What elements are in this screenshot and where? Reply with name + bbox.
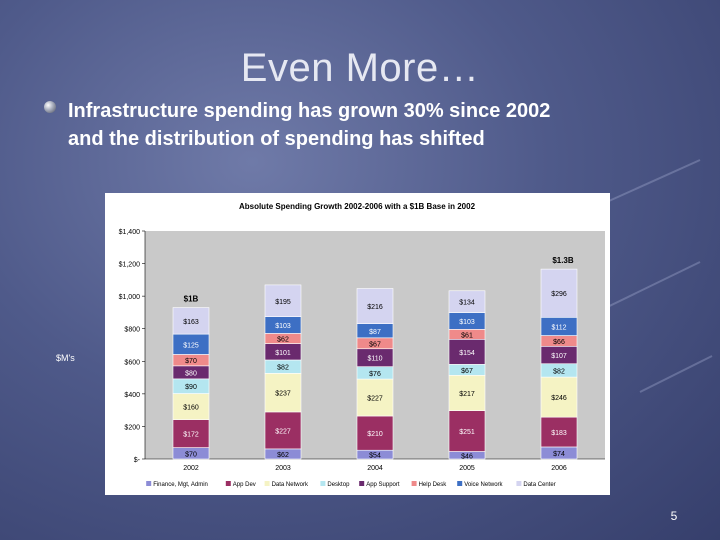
data-label: $46 — [461, 453, 473, 460]
data-label: $227 — [275, 428, 291, 435]
data-label: $195 — [275, 299, 291, 306]
bar-segment — [172, 393, 210, 420]
data-label: $74 — [553, 451, 565, 458]
data-label: $66 — [553, 339, 565, 346]
x-tick-label: 2005 — [459, 465, 475, 472]
legend-swatch — [225, 481, 231, 486]
data-label: $216 — [367, 304, 383, 311]
data-label: $163 — [183, 319, 199, 326]
bullet-line-2: and the distribution of spending has shi… — [68, 128, 485, 150]
y-tick-label: $- — [134, 457, 141, 464]
legend-entry: Desktop — [327, 482, 350, 488]
y-tick-label: $600 — [124, 359, 140, 366]
x-tick-label: 2002 — [183, 465, 199, 472]
data-label: $54 — [369, 453, 381, 460]
data-label: $172 — [183, 432, 199, 439]
data-label: $70 — [185, 451, 197, 458]
legend-entry: Voice Network — [464, 482, 503, 488]
data-label: $87 — [369, 329, 381, 336]
data-label: $107 — [551, 353, 567, 360]
legend-swatch — [359, 481, 365, 486]
data-label: $210 — [367, 431, 383, 438]
bullet-text: Infrastructure spending has grown 30% si… — [68, 97, 688, 153]
legend-swatch — [320, 481, 326, 486]
y-tick-label: $800 — [124, 327, 140, 334]
bar-segment — [356, 378, 394, 417]
legend-swatch — [411, 481, 417, 486]
data-label: $103 — [275, 323, 291, 330]
legend-entry: Data Center — [523, 482, 555, 488]
bar-segment — [448, 290, 486, 313]
bar-segment — [540, 376, 578, 418]
y-tick-label: $1,200 — [119, 262, 141, 269]
data-label: $62 — [277, 336, 289, 343]
data-label: $67 — [369, 341, 381, 348]
y-tick-label: $200 — [124, 424, 140, 431]
legend-entry: Help Desk — [419, 482, 448, 488]
bar-segment — [448, 339, 486, 365]
slide-title: Even More… — [240, 46, 480, 90]
chart-title: Absolute Spending Growth 2002-2006 with … — [239, 202, 476, 211]
x-tick-label: 2006 — [551, 465, 567, 472]
data-label: $227 — [367, 396, 383, 403]
bar-segment — [540, 416, 578, 448]
bar-segment — [356, 415, 394, 451]
data-label: $217 — [459, 391, 475, 398]
y-tick-label: $1,400 — [119, 229, 141, 236]
x-tick-label: 2003 — [275, 465, 291, 472]
data-label: $70 — [185, 358, 197, 365]
total-label: $1.3B — [552, 256, 574, 265]
bar-segment — [264, 411, 302, 450]
data-label: $154 — [459, 350, 475, 357]
bar-segment — [356, 288, 394, 324]
y-axis-title: $M's — [56, 353, 75, 363]
data-label: $80 — [185, 370, 197, 377]
chart-container: Absolute Spending Growth 2002-2006 with … — [105, 193, 610, 495]
y-tick-label: $1,000 — [119, 294, 141, 301]
legend-entry: App Support — [366, 482, 400, 488]
bar-segment — [540, 268, 578, 318]
legend-swatch — [146, 481, 152, 486]
legend-swatch — [516, 481, 522, 486]
data-label: $82 — [277, 365, 289, 372]
data-label: $134 — [459, 300, 475, 307]
bar-segment — [172, 307, 210, 335]
data-label: $62 — [277, 452, 289, 459]
data-label: $246 — [551, 395, 567, 402]
data-label: $296 — [551, 291, 567, 298]
legend-entry: Finance, Mgt, Admin — [153, 482, 208, 488]
data-label: $160 — [183, 405, 199, 412]
x-tick-label: 2004 — [367, 465, 383, 472]
data-label: $82 — [553, 368, 565, 375]
legend-entry: Data Network — [272, 482, 309, 488]
data-label: $76 — [369, 371, 381, 378]
data-label: $125 — [183, 342, 199, 349]
bullet-icon — [44, 101, 56, 113]
data-label: $67 — [461, 368, 473, 375]
data-label: $183 — [551, 430, 567, 437]
data-label: $251 — [459, 429, 475, 436]
data-label: $103 — [459, 319, 475, 326]
stacked-bar-chart: Absolute Spending Growth 2002-2006 with … — [119, 202, 605, 488]
y-tick-label: $400 — [124, 392, 140, 399]
data-label: $61 — [461, 332, 473, 339]
data-label: $112 — [551, 324, 566, 331]
legend-swatch — [457, 481, 463, 486]
data-label: $237 — [275, 391, 291, 398]
bullet-line-1: Infrastructure spending has grown 30% si… — [68, 100, 551, 122]
data-label: $110 — [367, 356, 382, 363]
bar-segment — [264, 284, 302, 317]
legend-swatch — [264, 481, 270, 486]
data-label: $90 — [185, 384, 197, 391]
page-number: 5 — [670, 509, 678, 523]
data-label: $101 — [275, 350, 291, 357]
bar-segment — [448, 410, 486, 452]
total-label: $1B — [184, 295, 199, 304]
legend-entry: App Dev — [233, 482, 256, 488]
